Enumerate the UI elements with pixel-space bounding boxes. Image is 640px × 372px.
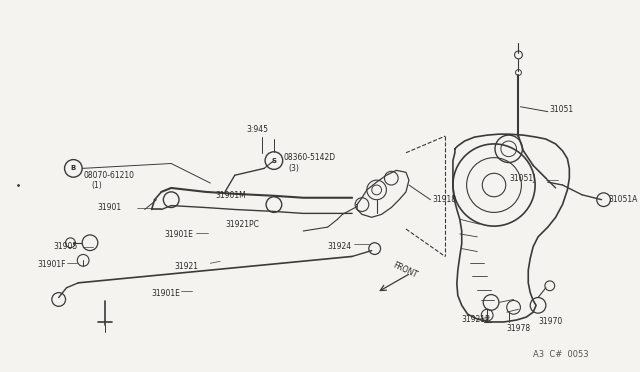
Text: 08070-61210: 08070-61210 [83,171,134,180]
Text: 31905: 31905 [54,242,78,251]
Text: 31901F: 31901F [37,260,66,269]
Text: 31921P: 31921P [461,315,490,324]
Text: 31921: 31921 [174,262,198,271]
Text: (1): (1) [91,180,102,189]
Text: S: S [271,158,276,164]
Text: 31921PC: 31921PC [225,219,259,229]
Text: (3): (3) [289,164,300,173]
Text: 31901: 31901 [98,203,122,212]
Text: 31901E: 31901E [152,289,180,298]
Text: 31901M: 31901M [215,191,246,200]
Text: 31978: 31978 [507,324,531,333]
Text: 08360-5142D: 08360-5142D [284,153,336,162]
Text: 31918: 31918 [433,195,456,204]
Text: B: B [71,166,76,171]
Text: 31051A: 31051A [609,195,638,204]
Text: 31970: 31970 [538,317,563,327]
Text: A3  C#  0053: A3 C# 0053 [533,350,589,359]
Text: 31051: 31051 [550,105,574,114]
Text: 31924: 31924 [328,242,352,251]
Text: 31901E: 31901E [164,230,193,240]
Text: FRONT: FRONT [391,260,419,280]
Text: 31051J: 31051J [509,174,536,183]
Text: 3:945: 3:945 [246,125,269,134]
